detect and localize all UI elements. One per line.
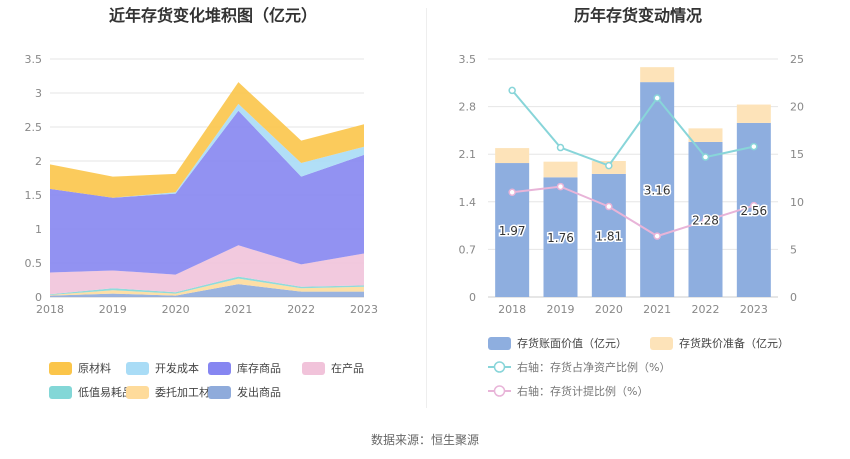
x-tick-label: 2022 — [692, 303, 720, 316]
bar-data-label: 2.56 — [740, 204, 767, 218]
legend-label: 发出商品 — [237, 385, 281, 399]
y2-tick-label: 10 — [790, 196, 804, 209]
legend-swatch — [49, 362, 72, 375]
bar-impairment — [640, 67, 675, 83]
line-point — [556, 182, 565, 191]
bar-impairment — [495, 148, 530, 164]
area-finished-goods — [50, 110, 364, 275]
line-point — [508, 188, 516, 197]
line-point — [750, 142, 758, 151]
area-shipped — [50, 284, 364, 297]
legend-label: 右轴：存货计提比例（%） — [517, 384, 648, 398]
line-point — [605, 202, 613, 211]
x-tick-label: 2018 — [498, 303, 526, 316]
line-ratio-assets — [511, 89, 755, 167]
y-tick-label: 0.7 — [459, 243, 477, 256]
legend-label: 开发成本 — [155, 361, 199, 375]
y-tick-label: 2 — [35, 155, 42, 168]
bar-impairment — [736, 104, 771, 123]
y2-tick-label: 25 — [790, 53, 804, 66]
y-tick-label: 3.5 — [25, 53, 43, 66]
bar-data-label: 1.76 — [547, 231, 574, 245]
line-point — [750, 201, 758, 210]
legend-label: 存货跌价准备（亿元） — [679, 336, 789, 350]
y-tick-label: 1.5 — [25, 189, 43, 202]
y2-tick-label: 20 — [790, 101, 804, 114]
bar-data-label: 1.97 — [499, 224, 526, 238]
legend-label: 库存商品 — [237, 361, 281, 375]
legend-label: 右轴：存货占净资产比例（%） — [517, 360, 670, 374]
legend-label: 在产品 — [331, 361, 364, 375]
x-tick-label: 2022 — [287, 303, 315, 316]
bar-data-label: 1.81 — [595, 229, 622, 243]
line-point — [701, 217, 710, 225]
legend-swatch — [126, 362, 149, 375]
x-tick-label: 2020 — [595, 303, 623, 316]
y-tick-label: 3 — [35, 87, 42, 100]
x-tick-label: 2021 — [643, 303, 671, 316]
y-tick-label: 1 — [35, 223, 42, 236]
stacked-area-chart: 近年存货变化堆积图（亿元） 0 0.5 1 1.5 2 2.5 3 3.5 2018 2019 202… — [25, 6, 378, 399]
line-point — [508, 86, 516, 95]
y-tick-label: 0.5 — [25, 257, 43, 270]
bar-book-value — [543, 177, 578, 297]
area-raw-material — [50, 82, 364, 198]
legend-swatch — [302, 362, 325, 375]
chart-title: 历年存货变动情况 — [574, 6, 702, 25]
bar-impairment — [688, 128, 723, 142]
legend-marker — [493, 361, 506, 373]
line-point — [556, 143, 565, 152]
data-source-footer: 数据来源：恒生聚源 — [370, 433, 479, 447]
line-ratio-provision — [512, 185, 755, 238]
panel-divider — [426, 8, 427, 408]
area-dev-cost — [50, 103, 364, 198]
legend-swatch — [208, 386, 231, 399]
y-tick-label: 2.5 — [25, 121, 43, 134]
legend-label: 存货账面价值（亿元） — [517, 336, 627, 350]
x-tick-label: 2020 — [162, 303, 190, 316]
x-tick-label: 2023 — [740, 303, 768, 316]
y-tick-label: 2.8 — [459, 101, 477, 114]
inventory-bar-line-chart: 历年存货变动情况 0 0.7 1.4 2.1 2.8 3.5 0 5 10 15 20 25 2018 20… — [459, 6, 805, 398]
bar-book-value — [591, 173, 626, 297]
bar-impairment — [543, 161, 578, 178]
legend-label: 原材料 — [78, 361, 111, 375]
legend-swatch — [488, 337, 511, 350]
area-wip — [50, 245, 364, 295]
y-tick-label: 1.4 — [459, 196, 477, 209]
y2-tick-label: 15 — [790, 148, 804, 161]
x-tick-label: 2021 — [224, 303, 252, 316]
line-point — [701, 153, 710, 161]
x-tick-label: 2018 — [36, 303, 64, 316]
bar-book-value — [640, 82, 675, 298]
bar-data-label: 2.28 — [692, 213, 719, 227]
y-tick-label: 3.5 — [459, 53, 477, 66]
legend-label: 委托加工材料 — [155, 385, 221, 399]
area-consigned — [50, 278, 364, 296]
bar-book-value — [495, 163, 530, 297]
chart-title: 近年存货变化堆积图（亿元） — [109, 6, 317, 25]
y-tick-label: 2.1 — [459, 148, 477, 161]
legend-swatch — [49, 386, 72, 399]
legend-swatch — [650, 337, 673, 350]
y-tick-label: 0 — [35, 291, 42, 304]
area-low-value — [50, 276, 364, 295]
y2-tick-label: 0 — [790, 291, 797, 304]
y-tick-label: 0 — [469, 291, 476, 304]
line-point — [653, 94, 661, 102]
legend-marker — [493, 385, 506, 397]
line-point — [653, 232, 661, 240]
x-tick-label: 2019 — [99, 303, 127, 316]
x-tick-label: 2019 — [547, 303, 575, 316]
bar-data-label: 3.16 — [644, 184, 671, 198]
y2-tick-label: 5 — [790, 243, 797, 256]
x-tick-label: 2023 — [350, 303, 378, 316]
legend-swatch — [126, 386, 149, 399]
legend-label: 低值易耗品 — [78, 386, 133, 399]
line-point — [605, 161, 613, 170]
legend-swatch — [208, 362, 231, 375]
